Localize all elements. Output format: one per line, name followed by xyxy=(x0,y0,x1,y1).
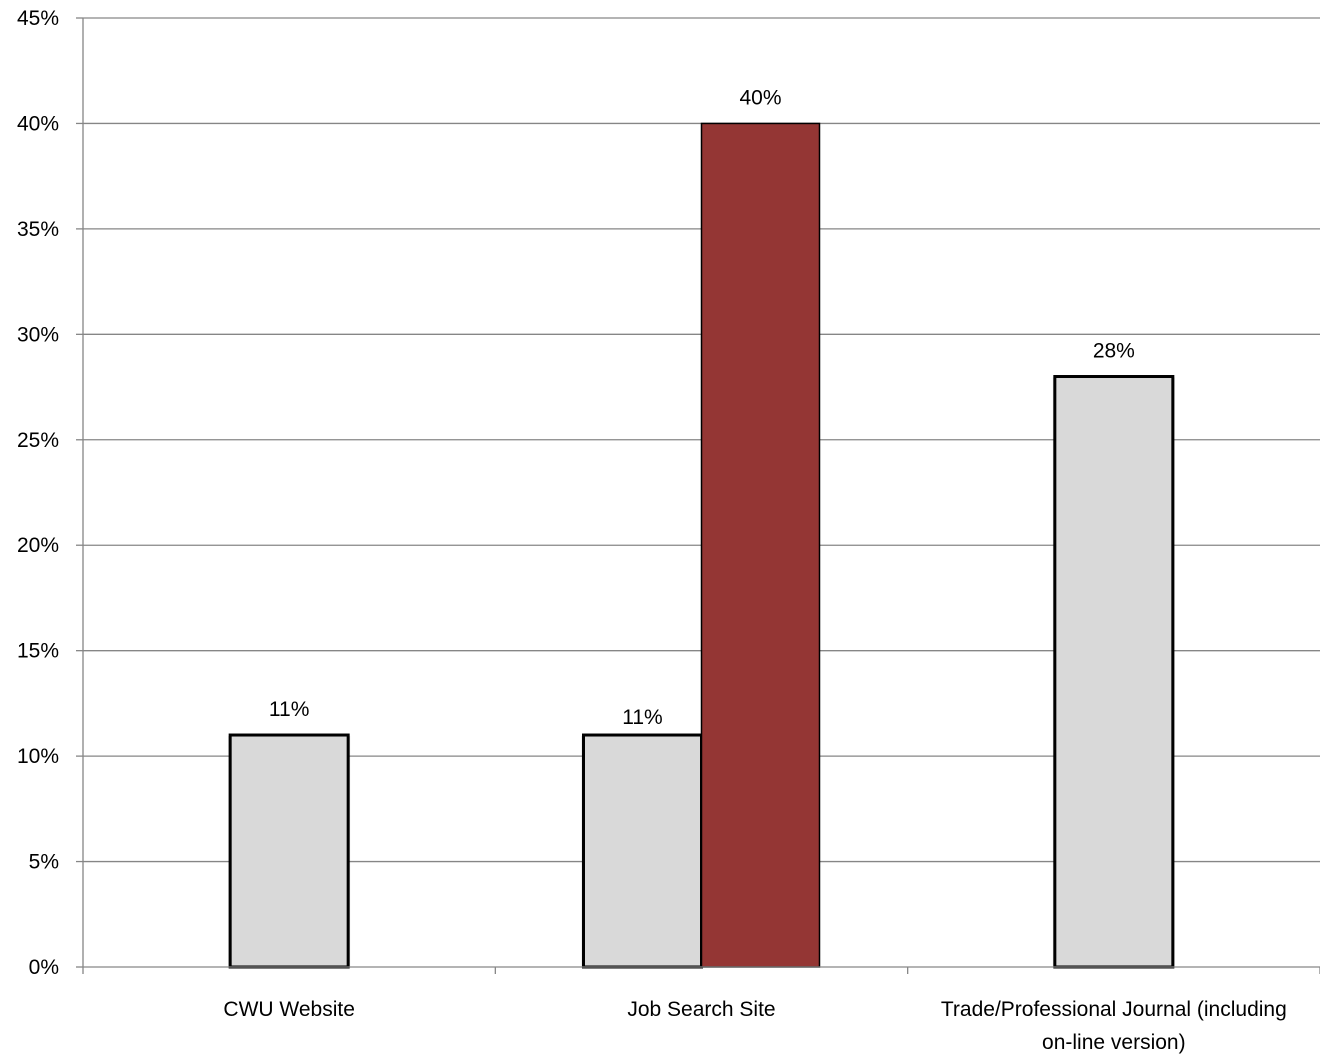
bar xyxy=(700,122,821,968)
y-tick-label: 15% xyxy=(17,640,59,663)
bar xyxy=(582,733,703,969)
y-tick-label: 45% xyxy=(17,7,59,30)
x-category-label: CWU Website xyxy=(223,998,354,1021)
bar xyxy=(228,733,350,969)
y-tick-label: 10% xyxy=(17,745,59,768)
x-category-label: Job Search Site xyxy=(627,998,775,1021)
axes xyxy=(76,17,1320,974)
y-tick-label: 40% xyxy=(17,112,59,135)
data-label: 11% xyxy=(622,706,662,729)
bar xyxy=(1053,375,1175,969)
labels: 0% 5% 10% 15% 20% 25% 30% 35% 40% 45% 11% 11% 40% 28%… xyxy=(17,7,1287,1054)
bars xyxy=(228,122,1175,969)
x-category-label: Trade/Professional Journal (including xyxy=(941,998,1287,1021)
x-category-label: on-line version) xyxy=(1042,1031,1186,1054)
y-tick-label: 25% xyxy=(17,429,59,452)
y-tick-label: 5% xyxy=(29,851,59,874)
y-tick-label: 0% xyxy=(29,956,59,979)
y-tick-label: 20% xyxy=(17,534,59,557)
data-label: 11% xyxy=(269,698,309,721)
y-tick-label: 30% xyxy=(17,323,59,346)
y-tick-label: 35% xyxy=(17,218,59,241)
data-label: 40% xyxy=(739,86,781,109)
data-label: 28% xyxy=(1093,340,1135,363)
